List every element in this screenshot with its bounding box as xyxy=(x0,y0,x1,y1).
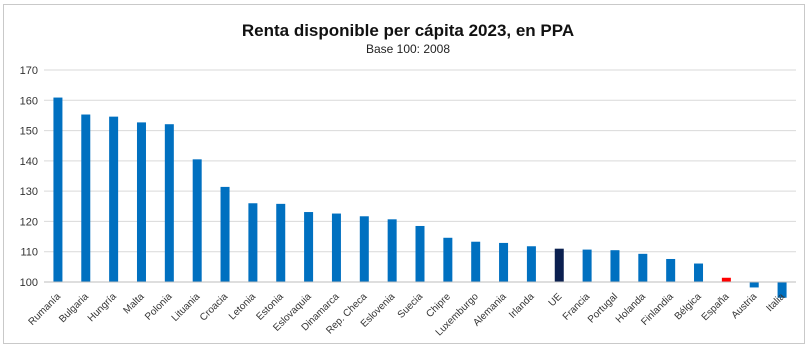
y-tick-label: 140 xyxy=(20,156,38,168)
y-tick-label: 120 xyxy=(20,216,38,228)
x-tick-label: Letonia xyxy=(227,291,258,322)
bar-estonia xyxy=(276,203,286,282)
y-tick-label: 110 xyxy=(20,247,38,259)
y-tick-label: 160 xyxy=(20,95,38,107)
x-tick-label: Polonia xyxy=(143,291,175,323)
x-tick-label: Hungría xyxy=(86,291,119,324)
bar-rumanía xyxy=(53,97,63,282)
bar-bélgica xyxy=(694,263,704,282)
bar-croacia xyxy=(220,186,230,282)
x-tick-label: Austria xyxy=(730,291,760,321)
bar-luxemburgo xyxy=(471,241,481,282)
bar-holanda xyxy=(638,253,648,282)
x-tick-label: España xyxy=(700,291,732,323)
x-tick-label: Croacia xyxy=(198,291,230,323)
chart-title: Renta disponible per cápita 2023, en PPA xyxy=(242,21,574,40)
bar-eslovaquia xyxy=(304,212,314,282)
bar-ue xyxy=(554,248,564,282)
chart-frame xyxy=(3,4,805,344)
bar-dinamarca xyxy=(331,213,341,282)
y-tick-label: 150 xyxy=(20,126,38,138)
bar-hungría xyxy=(109,116,119,282)
bar-rep-checa xyxy=(359,216,369,282)
chart-subtitle: Base 100: 2008 xyxy=(366,42,450,56)
y-axis-ticks: 100 110 120 130 140 150 160 170 xyxy=(20,65,38,289)
bar-malta xyxy=(136,122,146,282)
y-tick-label: 130 xyxy=(20,186,38,198)
x-tick-label: UE xyxy=(547,291,565,309)
bar-italia xyxy=(777,282,787,298)
bar-españa xyxy=(721,277,731,282)
bar-portugal xyxy=(610,250,620,282)
bar-suecia xyxy=(415,225,425,282)
gridlines xyxy=(44,69,796,253)
x-tick-label: Suecia xyxy=(396,291,426,321)
bar-alemania xyxy=(499,242,509,282)
bar-austria xyxy=(749,282,759,288)
bar-francia xyxy=(582,249,592,282)
bars xyxy=(53,97,787,298)
y-tick-label: 100 xyxy=(20,277,38,289)
bar-lituania xyxy=(192,159,202,282)
y-tick-label: 170 xyxy=(20,65,38,77)
bar-chipre xyxy=(443,237,453,282)
bar-eslovenia xyxy=(387,219,397,282)
x-tick-label: Bulgaria xyxy=(57,291,91,325)
x-tick-label: Rumanía xyxy=(27,291,64,328)
x-tick-label: Bélgica xyxy=(673,291,704,322)
x-tick-label: Irlanda xyxy=(507,291,537,321)
bar-polonia xyxy=(164,124,174,283)
x-tick-label: Portugal xyxy=(586,291,620,325)
bar-finlandia xyxy=(666,258,676,282)
bar-letonia xyxy=(248,203,258,282)
bar-irlanda xyxy=(526,246,536,282)
bar-bulgaria xyxy=(81,114,91,283)
x-tick-label: Malta xyxy=(122,291,147,316)
x-tick-label: Lituania xyxy=(170,291,203,324)
